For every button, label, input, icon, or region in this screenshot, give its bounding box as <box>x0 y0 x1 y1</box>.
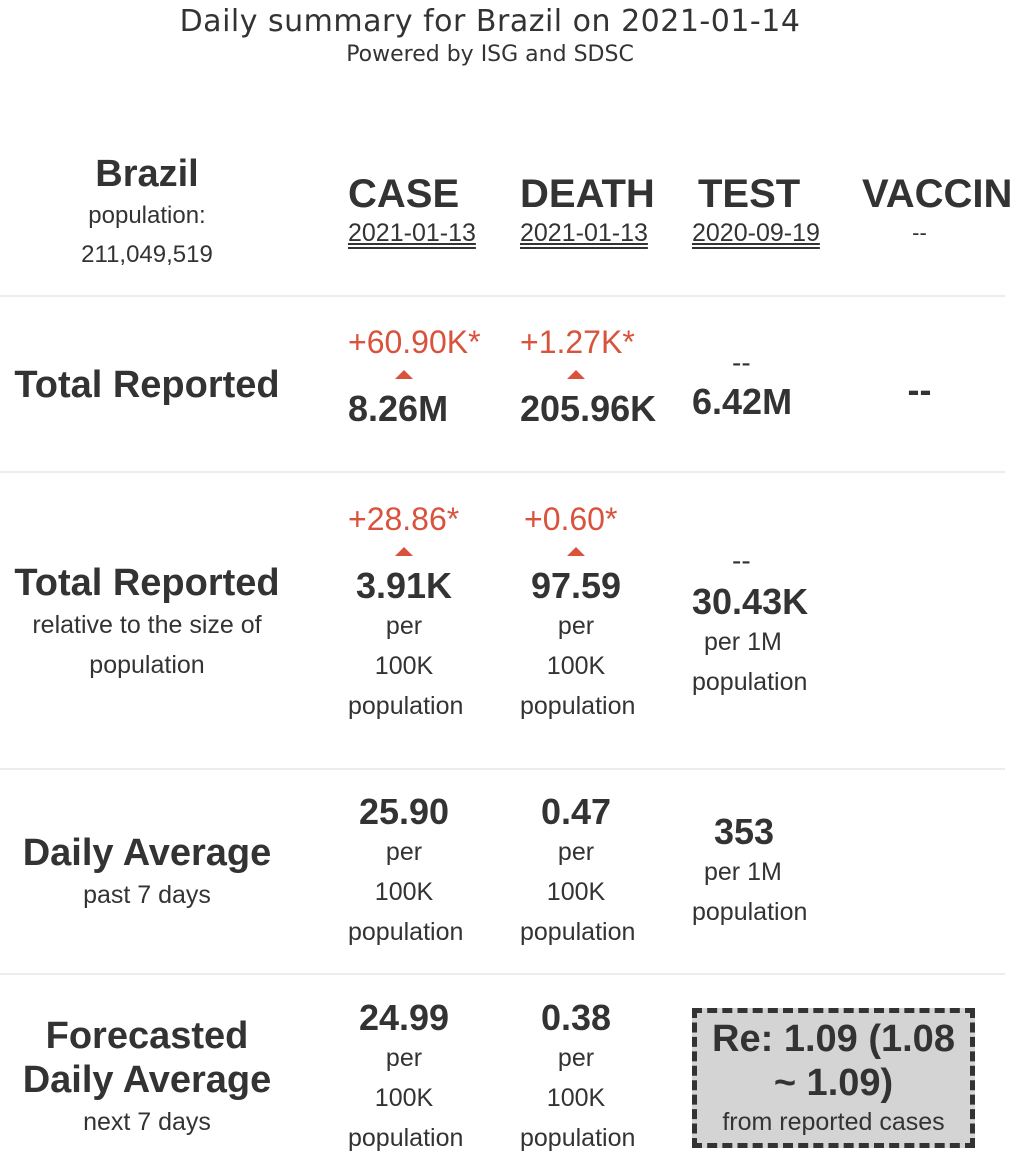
relative-death-unit1: per <box>557 612 595 640</box>
daily-case-unit2: 100K <box>374 878 434 906</box>
daily-test-cell: 353 per 1M population <box>692 812 832 932</box>
forecast-death-cell: 0.38 per 100K population <box>520 998 650 1158</box>
daily-death-cell: 0.47 per 100K population <box>520 792 650 952</box>
total-test-cell: -- 6.42M <box>692 348 832 422</box>
page-subtitle: Powered by ISG and SDSC <box>346 42 634 67</box>
re-value-line2: ~ 1.09) <box>773 1062 894 1104</box>
row-label-forecast: Forecasted Daily Average next 7 days <box>0 1014 294 1142</box>
relative-test-value: 30.43K <box>692 581 809 622</box>
daily-sub: past 7 days <box>83 881 211 909</box>
forecast-label-line1: Forecasted <box>45 1015 249 1057</box>
relative-case-value: 3.91K <box>355 565 453 606</box>
forecast-death-value: 0.38 <box>540 997 612 1038</box>
row-divider <box>0 973 1005 975</box>
daily-case-unit3: population <box>348 918 464 946</box>
relative-test-unit1: per 1M <box>704 628 782 656</box>
relative-case-unit1: per <box>385 612 423 640</box>
column-header-case: CASE 2021-01-13 <box>348 172 508 248</box>
country-block: Brazil population: 211,049,519 <box>0 152 294 274</box>
total-test-value: 6.42M <box>692 381 793 422</box>
forecast-case-unit3: population <box>348 1124 464 1152</box>
forecast-death-unit1: per <box>557 1044 595 1072</box>
daily-death-unit2: 100K <box>546 878 606 906</box>
total-vaccine-value: -- <box>907 369 932 410</box>
case-title: CASE <box>348 172 460 216</box>
re-source: from reported cases <box>722 1108 945 1136</box>
row-label-daily: Daily Average past 7 days <box>0 831 294 915</box>
forecast-case-value: 24.99 <box>358 997 450 1038</box>
daily-death-unit3: population <box>520 918 636 946</box>
row-divider <box>0 295 1005 297</box>
relative-test-delta: -- <box>732 545 751 576</box>
relative-case-delta: +28.86* <box>348 501 460 537</box>
total-case-value: 8.26M <box>348 388 449 429</box>
total-case-cell: +60.90K* 8.26M <box>348 324 481 429</box>
relative-test-cell: -- 30.43K per 1M population <box>692 546 832 702</box>
relative-death-unit3: population <box>520 692 636 720</box>
re-estimate-box: Re: 1.09 (1.08 ~ 1.09) from reported cas… <box>692 1008 975 1148</box>
daily-case-value: 25.90 <box>358 791 450 832</box>
relative-death-cell: +0.60* 97.59 per 100K population <box>520 501 650 726</box>
total-death-cell: +1.27K* 205.96K <box>520 324 675 429</box>
daily-death-value: 0.47 <box>540 791 612 832</box>
daily-test-value: 353 <box>714 811 775 852</box>
column-header-death: DEATH 2021-01-13 <box>520 172 680 248</box>
forecast-case-unit1: per <box>385 1044 423 1072</box>
forecast-death-unit2: 100K <box>546 1084 606 1112</box>
forecast-label-line2: Daily Average <box>22 1059 272 1101</box>
case-date-link[interactable]: 2021-01-13 <box>348 219 476 247</box>
forecast-case-unit2: 100K <box>374 1084 434 1112</box>
daily-test-unit2: population <box>692 898 808 926</box>
test-date-link[interactable]: 2020-09-19 <box>692 219 820 247</box>
death-date-link[interactable]: 2021-01-13 <box>520 219 648 247</box>
increase-arrow-icon <box>395 547 413 556</box>
column-header-test: TEST 2020-09-19 <box>692 172 852 248</box>
death-title: DEATH <box>520 172 655 216</box>
increase-arrow-icon <box>567 370 585 379</box>
forecast-case-cell: 24.99 per 100K population <box>348 998 478 1158</box>
row-divider <box>0 471 1005 473</box>
forecast-sub: next 7 days <box>83 1108 211 1136</box>
column-header-vaccine: VACCIN -- <box>862 172 1011 248</box>
relative-death-unit2: 100K <box>546 652 606 680</box>
daily-test-unit1: per 1M <box>704 858 782 886</box>
row-label-total: Total Reported <box>0 363 294 407</box>
population-label: population: <box>88 202 206 229</box>
row-label-relative: Total Reported relative to the size of p… <box>0 561 294 685</box>
vaccine-date: -- <box>912 220 927 245</box>
forecast-death-unit3: population <box>520 1124 636 1152</box>
total-test-delta: -- <box>732 347 751 378</box>
page-title: Daily summary for Brazil on 2021-01-14 <box>179 4 801 39</box>
total-death-value: 205.96K <box>520 388 657 429</box>
relative-test-unit2: population <box>692 668 808 696</box>
increase-arrow-icon <box>567 547 585 556</box>
daily-case-unit1: per <box>385 838 423 866</box>
vaccine-title: VACCIN <box>862 172 1011 216</box>
relative-death-value: 97.59 <box>530 565 622 606</box>
total-label: Total Reported <box>14 364 280 406</box>
page-header: Daily summary for Brazil on 2021-01-14 P… <box>0 2 980 70</box>
relative-sub2: population <box>89 651 205 679</box>
test-title: TEST <box>698 172 801 216</box>
daily-case-cell: 25.90 per 100K population <box>348 792 478 952</box>
total-death-delta: +1.27K* <box>520 324 635 360</box>
relative-case-unit2: 100K <box>374 652 434 680</box>
relative-death-delta: +0.60* <box>524 501 618 537</box>
total-vaccine-cell: -- <box>862 370 977 410</box>
country-name: Brazil <box>95 153 199 195</box>
total-case-delta: +60.90K* <box>348 324 481 360</box>
relative-sub1: relative to the size of <box>32 611 262 639</box>
population-value: 211,049,519 <box>81 241 213 268</box>
increase-arrow-icon <box>395 370 413 379</box>
relative-label: Total Reported <box>14 562 280 604</box>
daily-death-unit1: per <box>557 838 595 866</box>
relative-case-cell: +28.86* 3.91K per 100K population <box>348 501 478 726</box>
row-divider <box>0 768 1005 770</box>
relative-case-unit3: population <box>348 692 464 720</box>
re-value-line1: Re: 1.09 (1.08 <box>712 1018 955 1060</box>
daily-label: Daily Average <box>22 832 272 874</box>
